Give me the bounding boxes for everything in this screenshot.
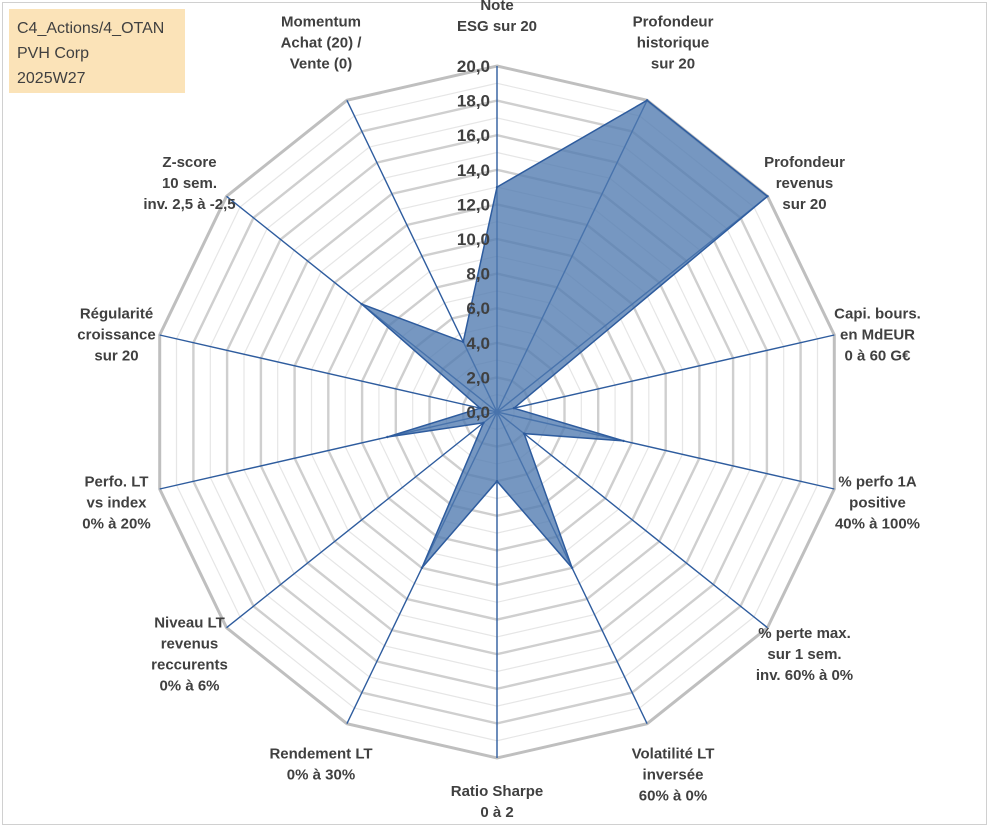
axis-label: Rendement LT 0% à 30%	[269, 746, 372, 784]
axis-label-line: en MdEUR	[840, 326, 915, 343]
info-line-week: 2025W27	[17, 70, 86, 87]
axis-label-line: vs index	[86, 495, 147, 512]
axis-label-line: reccurents	[151, 657, 228, 674]
axis-label-line: Ratio Sharpe	[451, 783, 544, 800]
radial-tick-label: 20,0	[457, 57, 490, 76]
data-point	[570, 566, 574, 570]
axis-label-line: ESG sur 20	[457, 18, 537, 35]
info-line-portfolio: C4_Actions/4_OTAN	[17, 20, 165, 37]
axis-label-line: 0 à 2	[480, 804, 513, 821]
axis-label: Note ESG sur 20	[457, 0, 537, 35]
radial-tick-label: 10,0	[457, 230, 490, 249]
axis-label-line: Perfo. LT	[85, 474, 149, 491]
axis-label: Profondeur historique sur 20	[633, 13, 714, 72]
axis-label-line: % perte max.	[758, 625, 851, 642]
axis-label-line: % perfo 1A	[838, 474, 917, 491]
axis-spoke	[496, 411, 768, 629]
data-point	[360, 302, 363, 306]
series-area	[361, 99, 769, 569]
info-line-company: PVH Corp	[17, 45, 90, 62]
axis-label-line: 0% à 6%	[159, 678, 219, 695]
radial-tick-label: 14,0	[457, 161, 490, 180]
axis-label-line: Momentum	[281, 13, 361, 30]
radial-tick-label: 2,0	[466, 368, 490, 387]
data-point	[522, 432, 526, 435]
axis-label-line: 40% à 100%	[835, 516, 920, 533]
axis-label-line: Z-score	[162, 154, 216, 171]
data-point	[495, 185, 499, 189]
axis-label-line: Profondeur	[764, 154, 845, 171]
axis-label-line: inv. 2,5 à -2,5	[143, 196, 235, 213]
axis-label: Perfo. LT vs index 0% à 20%	[82, 474, 150, 533]
axis-label: Z-score 10 sem. inv. 2,5 à -2,5	[143, 154, 235, 213]
axis-label-line: 0 à 60 G€	[845, 347, 912, 364]
axis-label: Régularité croissance sur 20	[77, 305, 155, 364]
axis-label-line: croissance	[77, 326, 155, 343]
axis-label-line: Régularité	[80, 305, 153, 322]
radial-tick-label: 8,0	[466, 265, 490, 284]
axis-label-line: Achat (20) /	[281, 34, 363, 51]
axis-label-line: 0% à 30%	[287, 767, 355, 784]
axis-label: % perfo 1A positive 40% à 100%	[835, 474, 920, 533]
axis-label-line: 60% à 0%	[639, 788, 707, 805]
axis-label-line: 10 sem.	[162, 175, 217, 192]
data-point	[462, 340, 465, 344]
axis-label-line: Capi. bours.	[834, 305, 921, 322]
axis-label: % perte max. sur 1 sem. inv. 60% à 0%	[756, 625, 853, 684]
axis-label-line: Niveau LT	[154, 615, 225, 632]
axis-label-line: Rendement LT	[269, 746, 372, 763]
axis-spoke	[159, 334, 498, 413]
axis-label-line: positive	[849, 495, 906, 512]
axis-label-line: inv. 60% à 0%	[756, 667, 853, 684]
axis-label-line: Profondeur	[633, 13, 714, 30]
data-point	[622, 439, 625, 443]
axis-spoke	[226, 411, 498, 629]
data-point	[482, 421, 485, 424]
data-point	[645, 99, 649, 102]
radial-tick-label: 18,0	[457, 92, 490, 111]
radial-tick-label: 4,0	[466, 334, 490, 353]
axis-label-line: historique	[637, 34, 710, 51]
radial-tick-label: 12,0	[457, 195, 490, 214]
data-point	[420, 566, 424, 570]
axis-label: Capi. bours. en MdEUR 0 à 60 G€	[834, 305, 921, 364]
data-point	[386, 435, 389, 439]
axis-label: Volatilité LT inversée 60% à 0%	[632, 746, 715, 805]
axis-spoke	[496, 334, 835, 413]
data-point	[766, 195, 769, 198]
info-box: C4_Actions/4_OTAN PVH Corp 2025W27	[9, 9, 185, 93]
data-point	[495, 480, 499, 483]
axis-label-line: sur 1 sem.	[767, 646, 841, 663]
axis-label-line: Note	[480, 0, 513, 14]
axis-label: Profondeur revenus sur 20	[764, 154, 845, 213]
axis-label: Ratio Sharpe 0 à 2	[451, 783, 544, 821]
axis-label-line: Volatilité LT	[632, 746, 715, 763]
axis-label: Momentum Achat (20) / Vente (0)	[281, 13, 363, 72]
radial-tick-label: 6,0	[466, 299, 490, 318]
data-point	[478, 407, 482, 410]
axis-label-line: sur 20	[782, 196, 826, 213]
axis-label-line: 0% à 20%	[82, 516, 150, 533]
axis-label-line: inversée	[643, 767, 704, 784]
axis-label: Niveau LT revenus reccurents 0% à 6%	[151, 615, 228, 695]
axis-label-line: Vente (0)	[290, 55, 353, 72]
axis-label-line: revenus	[161, 636, 219, 653]
radial-tick-label: 16,0	[457, 126, 490, 145]
axis-label-line: sur 20	[651, 55, 695, 72]
axis-label-line: revenus	[776, 175, 834, 192]
axis-label-line: sur 20	[94, 347, 138, 364]
data-point	[512, 407, 516, 410]
radial-tick-label: 0,0	[466, 403, 490, 422]
